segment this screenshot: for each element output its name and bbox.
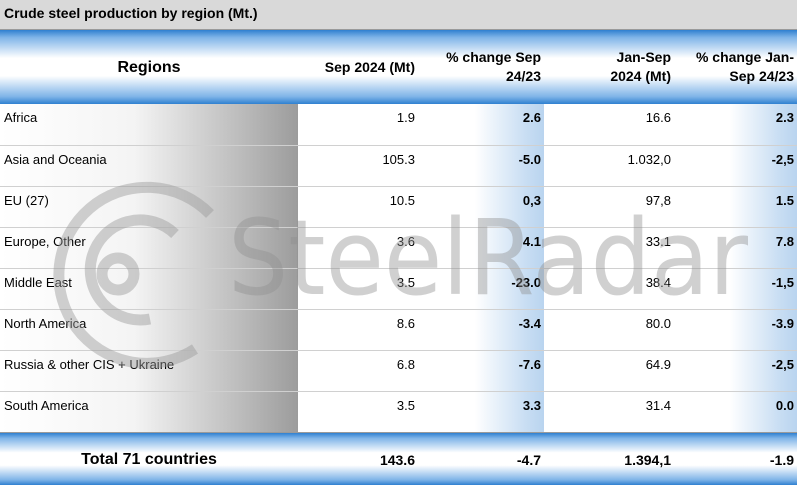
row-ytd: 97,8 [645, 193, 671, 208]
row-ytd-change: -1,5 [771, 275, 794, 290]
header-sep-2024: Sep 2024 (Mt) [298, 30, 418, 104]
row-region: Asia and Oceania [4, 152, 107, 167]
row-region: Europe, Other [4, 234, 86, 249]
row-sep-change: 4.1 [522, 234, 541, 249]
row-sep: 8.6 [396, 316, 415, 331]
row-region: Africa [4, 110, 38, 125]
total-ytd-change: -1.9 [769, 451, 794, 468]
table-row: Russia & other CIS + Ukraine 6.8 -7.6 64… [0, 350, 797, 391]
row-sep: 105.3 [382, 152, 415, 167]
table-row: Middle East 3.5 -23.0 38.4 -1,5 [0, 268, 797, 309]
row-ytd-change: -3.9 [771, 316, 794, 331]
row-ytd-change: 1.5 [775, 193, 794, 208]
table-body: Africa 1.9 2.6 16.6 2.3 Asia and Oceania… [0, 104, 797, 432]
header-sep-change-line1: % change Sep [446, 49, 541, 65]
row-sep-change: -7.6 [518, 357, 541, 372]
row-region: Russia & other CIS + Ukraine [4, 357, 175, 372]
header-regions: Regions [117, 58, 181, 76]
row-ytd: 16.6 [645, 110, 671, 125]
table-header: Regions Sep 2024 (Mt) % change Sep 24/23… [0, 30, 797, 104]
header-ytd-line2: 2024 (Mt) [610, 68, 671, 84]
row-sep: 3.5 [396, 275, 415, 290]
table-row: South America 3.5 3.3 31.4 0.0 [0, 391, 797, 432]
total-row: Total 71 countries 143.6 -4.7 1.394,1 -1… [0, 432, 797, 485]
row-sep: 3.6 [396, 234, 415, 249]
row-sep-change: -3.4 [518, 316, 541, 331]
row-ytd-change: 7.8 [775, 234, 794, 249]
row-ytd-change: 2.3 [775, 110, 794, 125]
row-ytd: 38.4 [645, 275, 671, 290]
row-sep-change: 3.3 [522, 398, 541, 413]
header-sep-change-line2: 24/23 [505, 68, 541, 84]
total-ytd: 1.394,1 [624, 451, 671, 468]
row-sep-change: -23.0 [511, 275, 541, 290]
total-sep-change: -4.7 [516, 451, 541, 468]
header-ytd-line1: Jan-Sep [616, 49, 671, 65]
row-sep-change: -5.0 [518, 152, 541, 167]
row-ytd-change: -2,5 [771, 357, 794, 372]
row-sep-change: 2.6 [522, 110, 541, 125]
row-ytd: 31.4 [645, 398, 671, 413]
header-sep-2024-label: Sep 2024 (Mt) [324, 58, 415, 75]
row-region: South America [4, 398, 89, 413]
table-row: EU (27) 10.5 0,3 97,8 1.5 [0, 186, 797, 227]
row-ytd-change: -2,5 [771, 152, 794, 167]
header-ytd-change-line2: Sep 24/23 [729, 68, 794, 84]
header-ytd-change: % change Jan- Sep 24/23 [674, 30, 797, 104]
table-title: Crude steel production by region (Mt.) [4, 5, 258, 21]
table-title-bar: Crude steel production by region (Mt.) [0, 0, 797, 30]
row-ytd: 1.032,0 [627, 152, 671, 167]
header-ytd-change-line1: % change Jan- [695, 49, 794, 65]
row-sep: 3.5 [396, 398, 415, 413]
total-sep: 143.6 [379, 451, 415, 468]
table-row: Africa 1.9 2.6 16.6 2.3 [0, 104, 797, 145]
row-ytd: 64.9 [645, 357, 671, 372]
row-region: Middle East [4, 275, 72, 290]
row-sep-change: 0,3 [522, 193, 541, 208]
row-sep: 10.5 [389, 193, 415, 208]
header-ytd: Jan-Sep 2024 (Mt) [544, 30, 674, 104]
table-row: Europe, Other 3.6 4.1 33.1 7.8 [0, 227, 797, 268]
header-sep-change: % change Sep 24/23 [418, 30, 544, 104]
table-row: North America 8.6 -3.4 80.0 -3.9 [0, 309, 797, 350]
row-sep: 1.9 [396, 110, 415, 125]
row-ytd: 33.1 [645, 234, 671, 249]
row-region: North America [4, 316, 87, 331]
row-sep: 6.8 [396, 357, 415, 372]
row-ytd: 80.0 [645, 316, 671, 331]
row-ytd-change: 0.0 [775, 398, 794, 413]
total-label: Total 71 countries [81, 450, 217, 468]
table-row: Asia and Oceania 105.3 -5.0 1.032,0 -2,5 [0, 145, 797, 186]
row-region: EU (27) [4, 193, 49, 208]
